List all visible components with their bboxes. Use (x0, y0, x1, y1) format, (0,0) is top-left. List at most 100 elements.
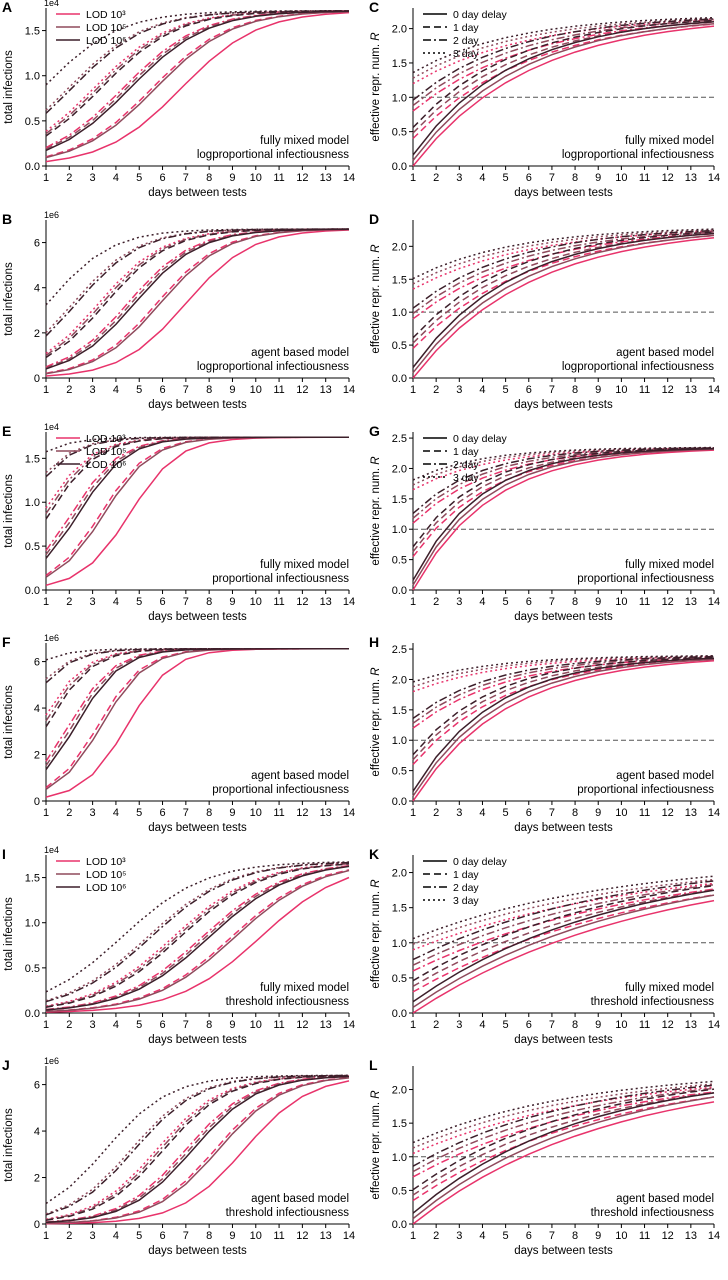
x-tick-label: 12 (296, 1019, 308, 1031)
x-tick-label: 2 (66, 596, 72, 608)
x-axis-label: days between tests (148, 822, 247, 834)
legend-label: LOD 10⁶ (86, 459, 127, 471)
x-tick-label: 9 (229, 1230, 235, 1242)
x-tick-label: 11 (639, 172, 650, 184)
x-tick-label: 1 (43, 807, 49, 819)
x-axis-label: days between tests (148, 1034, 247, 1046)
series-line-lod6-0-day (45, 228, 350, 370)
y-tick-label: 0.0 (25, 1008, 40, 1020)
series-line-lod6-1-day (45, 436, 349, 520)
legend-label: 2 day (453, 882, 479, 894)
y-tick-label: 0.5 (392, 127, 407, 139)
x-tick-label: 12 (296, 172, 308, 184)
x-tick-label: 3 (90, 172, 96, 184)
y-axis-label: effective repr. num. R (370, 456, 382, 565)
series-line-lod3-2-day (412, 657, 715, 729)
panel-letter: A (2, 0, 12, 15)
series-line-lod5-3-day (45, 648, 349, 680)
x-tick-label: 11 (273, 1230, 284, 1242)
y-tick-label: 0.0 (392, 161, 407, 173)
x-tick-label: 12 (662, 384, 674, 396)
x-tick-label: 13 (320, 807, 332, 819)
x-tick-label: 5 (136, 807, 142, 819)
x-axis-label: days between tests (148, 1245, 247, 1257)
series-line-lod6-1-day (45, 863, 350, 1008)
x-tick-label: 8 (572, 807, 578, 819)
panel-letter: C (369, 0, 379, 15)
x-tick-label: 11 (639, 1230, 650, 1242)
x-tick-label: 4 (479, 1019, 485, 1031)
y-tick-label: 1.5 (25, 453, 40, 465)
x-tick-label: 6 (159, 1230, 165, 1242)
series-line-lod5-1-day (45, 865, 350, 1011)
x-tick-label: 10 (615, 807, 627, 819)
series-line-lod5-0-day (412, 22, 715, 161)
x-tick-label: 5 (136, 596, 142, 608)
series-line-lod3-0-day (412, 25, 715, 167)
y-tick-label: 1.0 (392, 307, 407, 319)
series-line-lod3-0-day (45, 11, 350, 163)
x-tick-label: 14 (343, 172, 355, 184)
x-tick-label: 3 (90, 1230, 96, 1242)
x-tick-label: 1 (43, 384, 49, 396)
series-line-lod5-1-day (45, 10, 350, 150)
series-line-lod6-0-day (412, 232, 715, 368)
y-tick-label: 2.0 (392, 674, 407, 686)
x-tick-label: 10 (615, 1019, 627, 1031)
x-axis-label: days between tests (514, 1245, 613, 1257)
y-tick-label: 2.0 (392, 1085, 407, 1097)
y-axis-label-symbol: R (370, 244, 382, 252)
series-line-lod6-1-day (412, 884, 715, 982)
series-line-lod5-2-day (412, 656, 715, 724)
series-line-lod6-1-day (45, 1075, 350, 1221)
series-line-lod5-2-day (412, 1087, 715, 1173)
series-line-lod6-2-day (412, 880, 715, 961)
series-line-lod6-2-day (45, 861, 350, 1003)
x-tick-label: 5 (136, 384, 142, 396)
x-tick-label: 7 (183, 807, 189, 819)
x-tick-label: 2 (433, 384, 439, 396)
panel-annotation: logproportional infectiousness (562, 149, 714, 161)
panel-annotation: threshold infectiousness (226, 996, 350, 1008)
y-tick-label: 1.0 (392, 938, 407, 950)
x-tick-label: 14 (343, 807, 355, 819)
x-tick-label: 6 (159, 596, 165, 608)
series-line-lod5-3-day (412, 1083, 715, 1149)
x-tick-label: 4 (479, 596, 485, 608)
x-tick-label: 9 (595, 1230, 601, 1242)
series-line-lod6-0-day (45, 10, 350, 152)
series-line-lod5-0-day (45, 228, 350, 375)
legend-label: 3 day (453, 48, 479, 60)
x-tick-label: 3 (456, 172, 462, 184)
x-tick-label: 8 (206, 1230, 212, 1242)
x-tick-label: 7 (549, 807, 555, 819)
x-tick-label: 6 (526, 384, 532, 396)
x-tick-label: 3 (456, 1019, 462, 1031)
y-axis-label: total infections (3, 685, 15, 759)
panel-annotation: proportional infectiousness (577, 784, 714, 796)
x-tick-label: 1 (43, 1019, 49, 1031)
x-tick-label: 14 (343, 1019, 355, 1031)
y-tick-label: 1.0 (25, 71, 40, 83)
y-tick-label: 0.0 (392, 585, 407, 597)
x-tick-label: 13 (685, 1230, 697, 1242)
y-tick-label: 1.0 (392, 735, 407, 747)
y-axis-label: effective repr. num. R (370, 667, 382, 776)
x-tick-label: 5 (136, 1230, 142, 1242)
panel-annotation: threshold infectiousness (591, 1207, 715, 1219)
y-axis-label: total infections (3, 1108, 15, 1182)
series-line-lod3-0-day (412, 660, 715, 802)
y-axis-label: total infections (3, 897, 15, 971)
x-tick-label: 8 (206, 172, 212, 184)
x-tick-label: 7 (549, 1230, 555, 1242)
panel-annotation: agent based model (251, 1193, 349, 1205)
panel-letter: H (369, 634, 379, 650)
x-tick-label: 8 (206, 807, 212, 819)
legend-label: 0 day delay (453, 433, 507, 445)
